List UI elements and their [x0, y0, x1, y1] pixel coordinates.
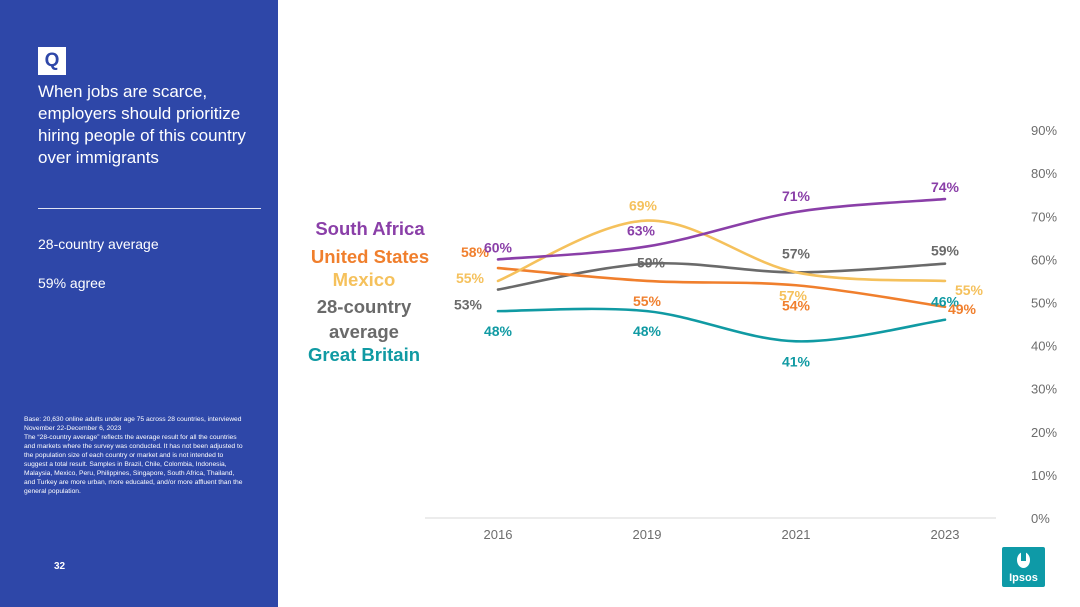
y-tick-label: 10% — [1031, 468, 1057, 483]
series-line-mexico — [496, 219, 947, 283]
x-tick-label: 2016 — [484, 527, 513, 542]
data-label: 74% — [931, 179, 960, 195]
question-badge: Q — [38, 47, 66, 75]
data-label: 58% — [461, 244, 490, 260]
data-label: 69% — [629, 198, 658, 214]
legend-entry: average — [329, 321, 399, 342]
base-note: Base: 20,630 online adults under age 75 … — [24, 416, 243, 495]
legend-entry: Mexico — [333, 269, 396, 290]
x-tick-label: 2019 — [633, 527, 662, 542]
data-label: 59% — [931, 243, 960, 259]
divider — [38, 208, 261, 209]
data-label: 55% — [633, 293, 662, 309]
data-label: 55% — [955, 282, 984, 298]
y-tick-label: 30% — [1031, 382, 1057, 397]
data-label: 59% — [637, 255, 666, 271]
logo-mark-icon — [1017, 549, 1030, 568]
y-tick-label: 50% — [1031, 296, 1057, 311]
legend-entry: Great Britain — [308, 344, 420, 365]
data-label: 54% — [782, 297, 811, 313]
data-label: 63% — [627, 222, 656, 238]
average-value: 59% agree — [38, 275, 106, 291]
legend-entry: 28-country — [317, 296, 412, 317]
data-label: 46% — [931, 294, 960, 310]
series-line-south-africa — [496, 197, 947, 261]
y-tick-label: 20% — [1031, 425, 1057, 440]
question-text: When jobs are scarce, employers should p… — [38, 82, 246, 167]
data-label: 49% — [948, 301, 977, 317]
data-label: 55% — [456, 270, 485, 286]
x-tick-label: 2023 — [931, 527, 960, 542]
y-tick-label: 0% — [1031, 511, 1050, 526]
x-tick-label: 2021 — [782, 527, 811, 542]
legend-entry: South Africa — [315, 218, 425, 239]
logo-text: Ipsos — [1009, 572, 1038, 584]
data-label: 57% — [782, 245, 811, 261]
data-label: 60% — [484, 239, 513, 255]
y-tick-label: 90% — [1031, 123, 1057, 138]
axis-layer: 0% 10% 20% 30% 40% 50% 60% 70% 80% 90% 2016 2019 202… — [425, 123, 1057, 542]
y-tick-label: 80% — [1031, 166, 1057, 181]
y-tick-label: 70% — [1031, 209, 1057, 224]
data-label: 71% — [782, 188, 811, 204]
series-line-great-britain — [496, 307, 947, 343]
series-line-united-states — [496, 266, 947, 309]
series-layer: 48% 48% 41% 46% 53% 59% 57% 59% 58% 55% 54% 49% 55% 6… — [454, 179, 984, 369]
data-label: 41% — [782, 353, 811, 369]
average-label: 28-country average — [38, 236, 159, 252]
ipsos-logo: Ipsos — [1002, 547, 1045, 587]
y-tick-label: 40% — [1031, 339, 1057, 354]
page-number: 32 — [54, 561, 66, 572]
sidebar-panel: Q When jobs are scarce, employers should… — [0, 0, 278, 607]
legend-entry: United States — [311, 246, 429, 267]
series-line-28-country-average — [496, 261, 947, 291]
data-label: 53% — [454, 297, 483, 313]
data-label: 48% — [484, 323, 513, 339]
line-chart: 0% 10% 20% 30% 40% 50% 60% 70% 80% 90% 2016 2019 202… — [308, 123, 1057, 542]
data-label: 48% — [633, 323, 662, 339]
data-label: 57% — [779, 287, 808, 303]
y-tick-label: 60% — [1031, 252, 1057, 267]
